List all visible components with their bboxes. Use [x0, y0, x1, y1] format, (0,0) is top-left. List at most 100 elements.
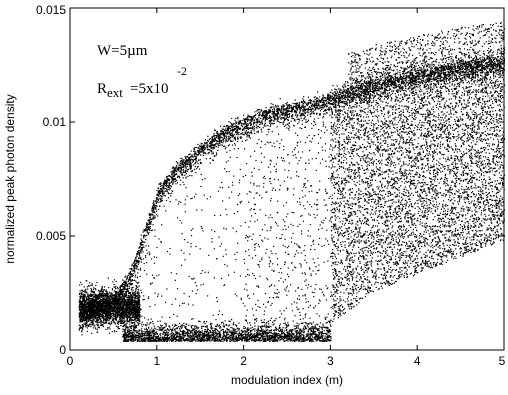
data-point — [405, 87, 407, 89]
data-point — [220, 135, 222, 137]
data-point — [218, 135, 220, 137]
data-point — [419, 72, 421, 75]
data-point — [490, 65, 492, 67]
data-point — [397, 84, 399, 86]
data-point — [184, 155, 186, 158]
data-point — [400, 84, 402, 86]
data-point — [318, 114, 321, 116]
data-point — [394, 93, 396, 95]
data-point — [496, 65, 498, 67]
data-point — [434, 79, 436, 81]
data-point — [206, 141, 208, 143]
data-point — [195, 161, 197, 164]
data-point — [157, 188, 160, 190]
data-point — [188, 160, 190, 162]
data-point — [149, 228, 151, 230]
data-point — [149, 217, 152, 219]
data-point — [234, 119, 236, 121]
data-point — [273, 116, 275, 118]
data-point — [429, 70, 431, 72]
data-point — [199, 162, 201, 164]
data-point — [146, 226, 148, 229]
data-point — [122, 336, 124, 338]
data-point — [428, 85, 430, 87]
data-point — [211, 150, 213, 152]
data-point — [494, 64, 496, 66]
data-point — [240, 122, 242, 124]
data-point — [308, 106, 310, 108]
data-point — [153, 203, 155, 205]
data-point — [470, 72, 473, 74]
data-point — [298, 103, 300, 106]
data-point — [296, 110, 298, 112]
data-point — [492, 65, 494, 67]
data-point — [334, 101, 336, 103]
data-point — [190, 168, 192, 170]
data-point — [246, 136, 248, 138]
data-point — [441, 73, 443, 75]
data-point — [149, 220, 151, 222]
data-point — [181, 173, 183, 175]
data-point — [406, 76, 408, 78]
data-point — [197, 165, 199, 168]
data-point — [216, 140, 218, 142]
data-point — [445, 81, 448, 83]
data-point — [432, 65, 434, 67]
data-point — [328, 101, 330, 103]
data-point — [368, 86, 370, 88]
data-point — [195, 158, 197, 160]
data-point — [440, 70, 443, 72]
data-point — [330, 92, 332, 94]
data-point — [244, 133, 246, 135]
data-point — [220, 125, 222, 127]
data-point — [483, 60, 485, 62]
data-point — [284, 109, 286, 111]
data-point — [492, 67, 494, 69]
data-point — [336, 96, 338, 98]
data-point — [295, 103, 297, 105]
data-point — [376, 88, 378, 90]
data-point — [232, 124, 234, 126]
data-point — [159, 191, 161, 193]
data-point — [458, 77, 460, 79]
data-point — [224, 134, 226, 136]
data-point — [462, 77, 464, 79]
data-point — [418, 78, 420, 80]
data-point — [272, 110, 274, 112]
data-point — [139, 246, 141, 248]
data-point — [494, 64, 496, 66]
data-point — [198, 330, 200, 332]
data-point — [216, 132, 218, 134]
data-point — [254, 122, 256, 124]
data-point — [331, 111, 333, 113]
data-point — [134, 265, 136, 267]
data-point — [233, 125, 236, 127]
data-point — [263, 114, 265, 116]
data-point — [222, 131, 224, 133]
data-point — [299, 115, 302, 117]
data-point — [456, 78, 458, 80]
data-point — [314, 99, 316, 101]
data-point — [188, 158, 190, 160]
data-point — [212, 159, 214, 161]
data-point — [389, 75, 391, 77]
data-point — [233, 134, 236, 136]
data-point — [319, 104, 321, 107]
data-point — [370, 84, 372, 86]
data-point — [396, 77, 398, 79]
data-point — [280, 109, 282, 111]
data-point — [264, 111, 266, 113]
data-point — [181, 158, 183, 160]
data-point — [225, 126, 227, 128]
data-point — [117, 288, 119, 290]
data-point — [313, 118, 316, 120]
data-point — [420, 72, 423, 74]
data-point — [445, 79, 447, 82]
data-point — [388, 76, 390, 78]
data-point — [260, 330, 262, 333]
data-point — [448, 72, 450, 74]
data-point — [317, 91, 319, 93]
data-point — [443, 67, 445, 69]
data-point — [441, 72, 443, 74]
data-point — [273, 117, 275, 119]
